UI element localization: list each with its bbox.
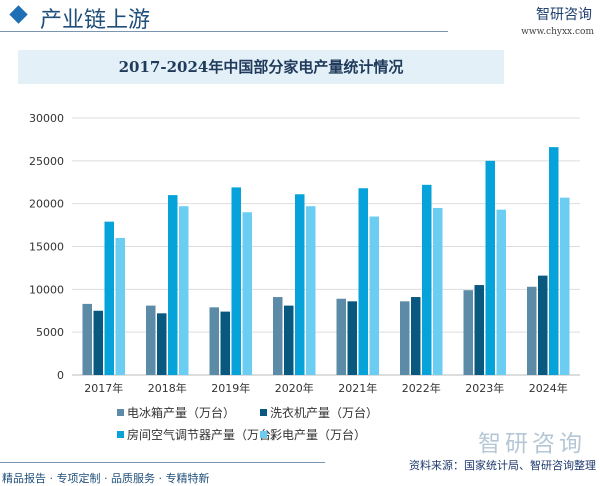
bar xyxy=(295,194,305,375)
legend-label: 洗衣机产量（万台） xyxy=(270,406,379,420)
bar xyxy=(209,307,219,375)
bar xyxy=(347,301,357,375)
legend-item-ac: 房间空气调节器产量（万台） xyxy=(117,426,283,443)
chart-title: 2017-2024年中国部分家电产量统计情况 xyxy=(18,50,504,84)
y-tick-label: 5000 xyxy=(36,326,64,339)
bar xyxy=(168,195,178,375)
bar xyxy=(104,221,114,375)
bar xyxy=(560,197,570,375)
bar xyxy=(474,285,484,375)
bar xyxy=(284,305,294,375)
legend-label: 电冰箱产量（万台） xyxy=(127,406,236,420)
bar xyxy=(549,147,559,375)
bar xyxy=(422,184,432,375)
y-tick-label: 10000 xyxy=(29,283,64,296)
legend-item-fridge: 电冰箱产量（万台） xyxy=(117,404,235,421)
x-tick-label: 2017年 xyxy=(84,381,123,395)
bar xyxy=(220,311,230,375)
y-tick-label: 0 xyxy=(57,369,64,382)
bar xyxy=(179,206,189,375)
x-tick-label: 2021年 xyxy=(338,381,377,395)
y-tick-label: 20000 xyxy=(29,198,64,211)
bar xyxy=(93,310,103,375)
legend-label: 房间空气调节器产量（万台） xyxy=(127,428,284,442)
bar-chart: 0 5000 10000 15000 20000 25000 30000 2017年 2018年… xyxy=(29,112,580,395)
y-tick-label: 30000 xyxy=(29,112,64,125)
bar xyxy=(463,290,473,375)
footer-divider xyxy=(0,462,325,463)
bar xyxy=(358,188,368,375)
x-tick-label: 2022年 xyxy=(402,381,441,395)
x-tick-label: 2024年 xyxy=(529,381,568,395)
bar xyxy=(369,216,379,375)
x-tick-label: 2018年 xyxy=(148,381,187,395)
legend-item-tv: 彩电产量（万台） xyxy=(260,426,366,443)
bar xyxy=(115,237,125,375)
section-title: 产业链上游 xyxy=(40,8,151,33)
footer-slogan: 精品报告 · 专项定制 · 品质服务 · 专精特新 xyxy=(2,472,210,485)
bar xyxy=(496,209,506,375)
y-tick-label: 25000 xyxy=(29,155,64,168)
watermark-logo: 智研咨询 xyxy=(478,431,586,457)
bar xyxy=(336,298,346,375)
bar xyxy=(538,275,548,375)
x-tick-label: 2019年 xyxy=(211,381,250,395)
bar xyxy=(400,301,410,375)
y-tick-label: 15000 xyxy=(29,241,64,254)
bar xyxy=(411,297,421,375)
source-note: 资料来源：国家统计局、智研咨询整理 xyxy=(409,459,596,472)
bar xyxy=(82,303,92,375)
bar xyxy=(146,305,156,375)
header-divider xyxy=(0,31,448,32)
bar xyxy=(527,286,537,375)
bar xyxy=(273,297,283,375)
bar xyxy=(231,187,241,375)
bar xyxy=(485,160,495,375)
bar xyxy=(306,206,316,375)
bar xyxy=(433,207,443,375)
brand-logo: 智研咨询 xyxy=(536,7,592,23)
brand-url: www.chyxx.com xyxy=(521,27,594,37)
bar xyxy=(157,313,167,375)
bar xyxy=(242,212,252,375)
x-tick-label: 2023年 xyxy=(465,381,504,395)
x-tick-label: 2020年 xyxy=(275,381,314,395)
legend-label: 彩电产量（万台） xyxy=(270,428,367,442)
legend-item-washer: 洗衣机产量（万台） xyxy=(260,404,378,421)
